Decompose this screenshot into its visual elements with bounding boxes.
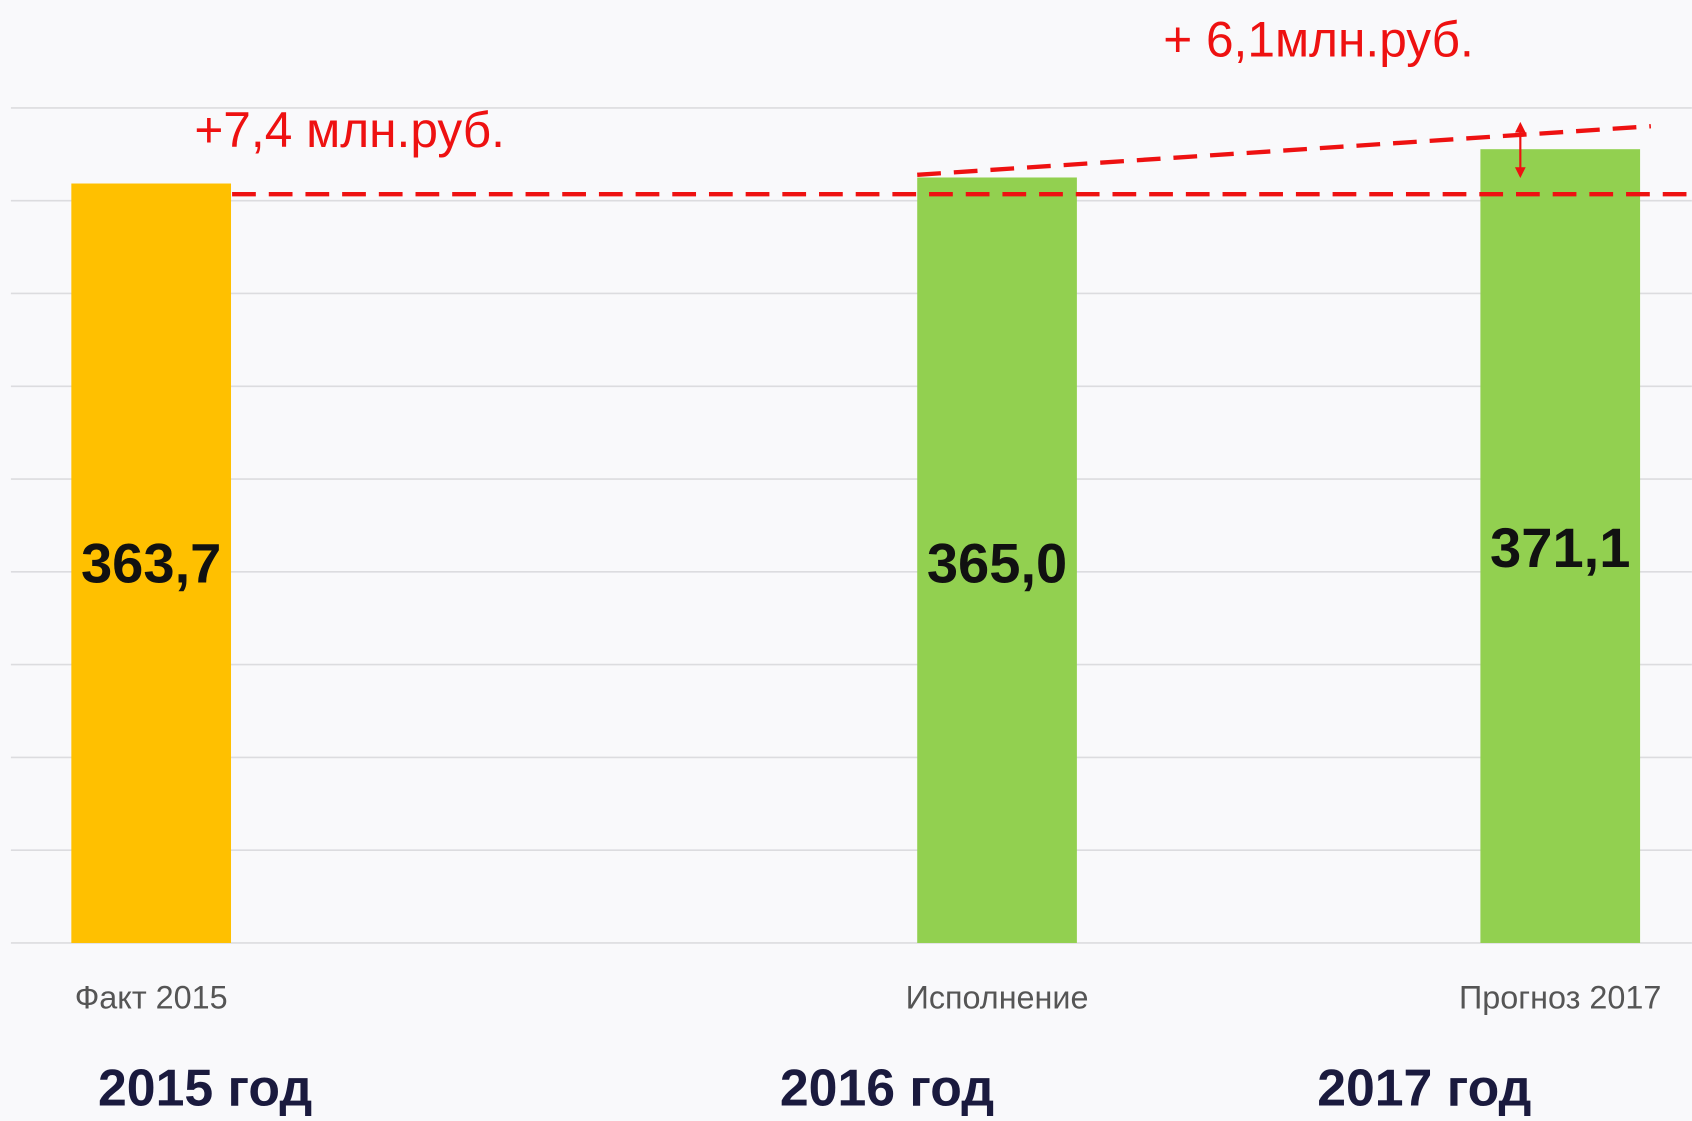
value-label: 365,0	[927, 531, 1067, 594]
x-tick-label: Прогноз 2017	[1459, 980, 1661, 1016]
value-label: 363,7	[81, 531, 221, 594]
value-label: 371,1	[1490, 516, 1630, 579]
bar	[917, 177, 1077, 943]
group-label: 2017 год	[1317, 1059, 1531, 1117]
annotation: +7,4 млн.руб.	[194, 102, 505, 158]
annotation: + 6,1млн.руб.	[1163, 11, 1474, 67]
x-tick-label: Исполнение	[906, 980, 1089, 1016]
bar	[1480, 149, 1641, 943]
group-label: 2016 год	[780, 1059, 994, 1117]
bar	[71, 183, 232, 943]
dashed-line	[917, 124, 1652, 177]
group-label: 2015 год	[98, 1059, 312, 1117]
x-tick-label: Факт 2015	[75, 980, 228, 1016]
annotation-lines	[232, 121, 1692, 197]
